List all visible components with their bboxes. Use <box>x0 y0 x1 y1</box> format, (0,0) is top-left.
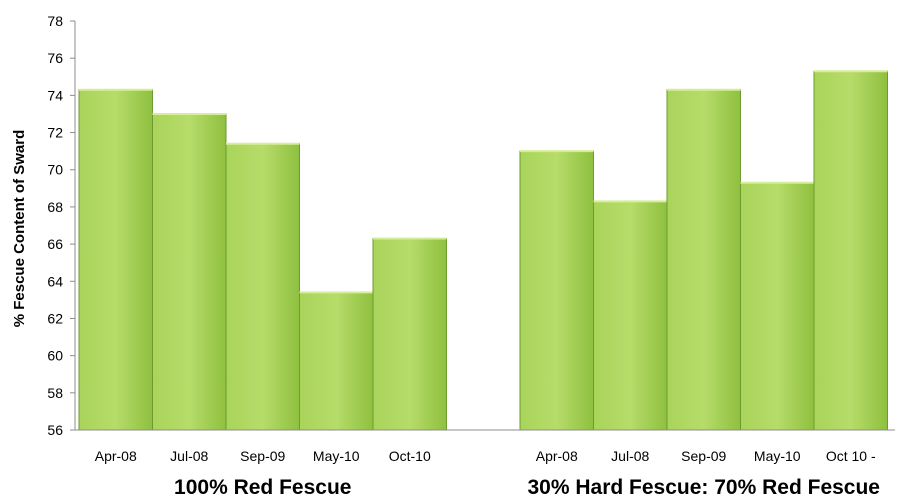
x-tick-label: Jul-08 <box>611 448 649 464</box>
y-tick-label: 78 <box>47 13 63 29</box>
bars-group <box>78 70 888 431</box>
x-tick-label: Oct 10 - <box>826 448 876 464</box>
x-tick-label: Jul-08 <box>170 448 208 464</box>
bar <box>519 150 594 431</box>
bar <box>372 238 447 431</box>
y-axis-ticks: 56 58 60 62 64 66 68 70 72 74 76 78 <box>47 13 75 438</box>
y-tick-label: 66 <box>47 236 63 252</box>
x-tick-label: Sep-09 <box>240 448 285 464</box>
y-tick-label: 72 <box>47 125 63 141</box>
y-tick-label: 64 <box>47 273 63 289</box>
bar <box>813 70 888 431</box>
y-tick-label: 70 <box>47 162 63 178</box>
category-labels: Apr-08 Jul-08 Sep-09 May-10 Oct-10 Apr-08 Jul-… <box>95 448 876 464</box>
x-tick-label: Sep-09 <box>681 448 726 464</box>
y-tick-label: 56 <box>47 422 63 438</box>
y-tick-label: 68 <box>47 199 63 215</box>
x-tick-label: May-10 <box>754 448 801 464</box>
y-tick-label: 76 <box>47 50 63 66</box>
x-tick-label: Apr-08 <box>95 448 137 464</box>
bar <box>299 291 374 431</box>
bar <box>78 89 153 431</box>
y-axis-title: % Fescue Content of Sward <box>11 130 28 328</box>
x-tick-label: May-10 <box>313 448 360 464</box>
y-tick-label: 62 <box>47 310 63 326</box>
y-axis-label-group: % Fescue Content of Sward <box>11 130 28 328</box>
bar <box>740 182 815 431</box>
bar <box>666 89 741 431</box>
group-labels: 100% Red Fescue 30% Hard Fescue: 70% Red … <box>174 476 880 499</box>
bar <box>152 113 227 431</box>
group-label: 30% Hard Fescue: 70% Red Fescue <box>528 476 881 499</box>
group-label: 100% Red Fescue <box>174 476 351 499</box>
y-tick-label: 60 <box>47 348 63 364</box>
x-tick-label: Oct-10 <box>389 448 431 464</box>
y-tick-label: 58 <box>47 385 63 401</box>
bar <box>593 200 668 431</box>
x-tick-label: Apr-08 <box>536 448 578 464</box>
bar <box>225 143 300 431</box>
y-tick-label: 74 <box>47 87 63 103</box>
